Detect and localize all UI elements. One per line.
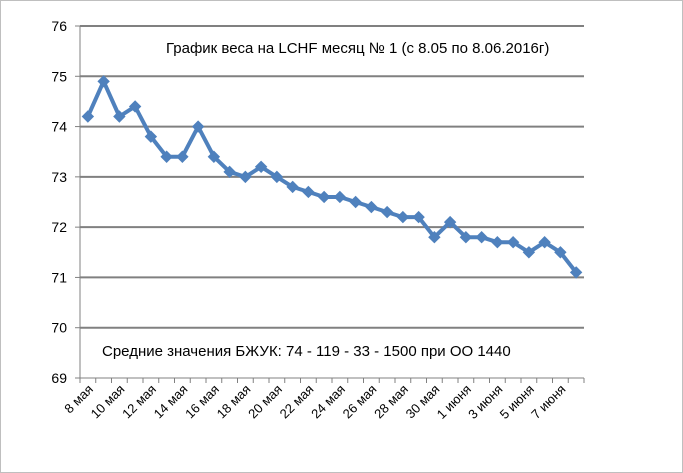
- data-point-20: [396, 210, 410, 224]
- data-point-23: [443, 215, 457, 229]
- y-tick-label-74: 74: [51, 119, 67, 135]
- data-point-10: [239, 170, 252, 184]
- y-tick-label-72: 72: [51, 219, 67, 235]
- annotation-title: График веса на LCHF месяц № 1 (с 8.05 по…: [166, 40, 549, 57]
- y-tick-label-73: 73: [51, 169, 67, 185]
- x-tick-label-4: 16 мая: [182, 382, 222, 422]
- data-point-26: [491, 236, 504, 249]
- annotation-averages: Средние значения БЖУК: 74 - 119 - 33 - 1…: [102, 343, 511, 360]
- data-point-31: [569, 266, 583, 279]
- y-tick-label-70: 70: [51, 320, 67, 336]
- data-point-17: [349, 195, 362, 209]
- data-point-6: [176, 150, 189, 163]
- data-point-28: [522, 246, 536, 259]
- data-point-3: [128, 100, 142, 113]
- data-point-12: [270, 170, 284, 184]
- x-tick-label-9: 26 мая: [340, 382, 380, 422]
- x-tick-label-12: 1 июня: [434, 382, 474, 422]
- gridlines: [80, 25, 584, 329]
- data-point-4: [144, 130, 158, 143]
- y-tick-label-69: 69: [51, 370, 67, 386]
- x-tick-label-10: 28 мая: [371, 382, 411, 422]
- axes: [75, 25, 585, 383]
- y-axis-ticks: 69 70 71 72 73 74 75 76: [51, 18, 67, 386]
- x-tick-label-8: 24 мая: [308, 382, 348, 422]
- data-point-2: [113, 110, 126, 123]
- data-point-9: [223, 165, 236, 179]
- data-point-1: [97, 75, 110, 88]
- data-point-25: [475, 230, 488, 244]
- data-point-14: [302, 185, 315, 199]
- x-tick-label-3: 14 мая: [151, 382, 191, 422]
- data-point-19: [380, 205, 394, 219]
- data-point-8: [207, 150, 221, 163]
- data-point-21: [412, 210, 425, 224]
- data-point-5: [160, 150, 173, 163]
- data-point-7: [191, 120, 205, 133]
- data-point-27: [506, 236, 520, 249]
- x-tick-label-2: 12 мая: [119, 382, 159, 422]
- x-tick-label-15: 7 июня: [528, 382, 568, 422]
- x-tick-label-14: 5 июня: [497, 382, 537, 422]
- y-tick-label-76: 76: [51, 18, 67, 34]
- watermark: Calorizator.ru: [522, 445, 632, 464]
- data-point-15: [317, 190, 331, 204]
- y-tick-label-71: 71: [51, 269, 67, 285]
- x-tick-label-5: 18 мая: [214, 382, 254, 422]
- x-tick-label-7: 22 мая: [277, 382, 317, 422]
- data-point-16: [333, 190, 347, 204]
- data-point-29: [538, 236, 551, 249]
- data-point-11: [254, 160, 268, 174]
- data-point-13: [286, 180, 299, 194]
- data-point-22: [428, 230, 441, 244]
- y-tick-label-75: 75: [51, 68, 67, 84]
- data-point-0: [81, 110, 95, 123]
- x-tick-label-1: 10 мая: [88, 382, 128, 422]
- data-point-18: [365, 200, 378, 214]
- x-tick-label-6: 20 мая: [245, 382, 285, 422]
- data-point-24: [459, 230, 473, 244]
- series-weight: [81, 75, 583, 279]
- x-tick-label-13: 3 июня: [465, 382, 505, 422]
- data-point-30: [554, 246, 567, 259]
